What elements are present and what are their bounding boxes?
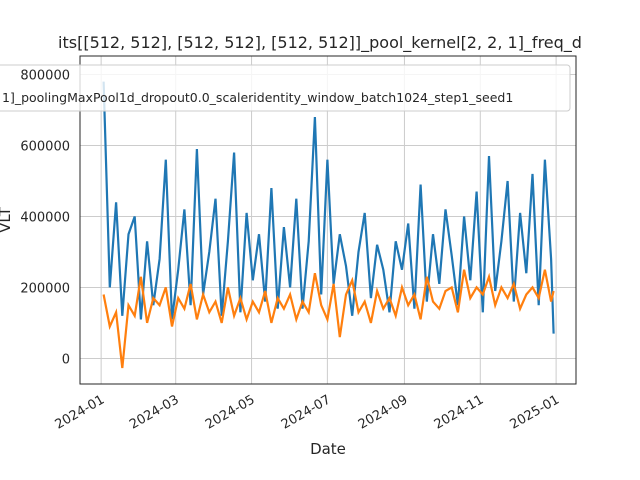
y-tick-label: 0 (62, 352, 70, 367)
x-tick-label: 2024-07 (279, 392, 334, 432)
y-tick-label: 800000 (20, 68, 70, 83)
x-tick-label: 2024-05 (203, 392, 258, 432)
series-line (102, 269, 555, 369)
legend-box (0, 64, 571, 112)
x-tick-label: 2024-01 (53, 392, 108, 432)
legend-label: 1]_poolingMaxPool1d_dropout0.0_scaleride… (2, 90, 513, 105)
y-tick-label: 200000 (20, 281, 70, 296)
y-tick-label: 600000 (20, 139, 70, 154)
chart-title: its[[512, 512], [512, 512], [512, 512]]_… (58, 33, 582, 53)
x-tick-label: 2025-01 (508, 392, 563, 432)
x-tick-label: 2024-09 (356, 392, 411, 432)
y-axis-label: VLT (0, 206, 14, 233)
axes-frame (79, 55, 577, 385)
y-tick-label: 400000 (20, 210, 70, 225)
x-tick-label: 2024-11 (432, 392, 487, 432)
x-axis-label: Date (310, 440, 346, 458)
x-tick-label: 2024-03 (127, 392, 182, 432)
